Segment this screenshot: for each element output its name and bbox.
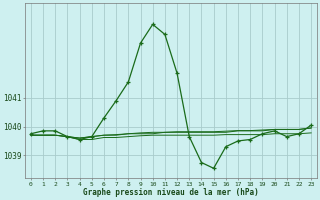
X-axis label: Graphe pression niveau de la mer (hPa): Graphe pression niveau de la mer (hPa) xyxy=(83,188,259,197)
